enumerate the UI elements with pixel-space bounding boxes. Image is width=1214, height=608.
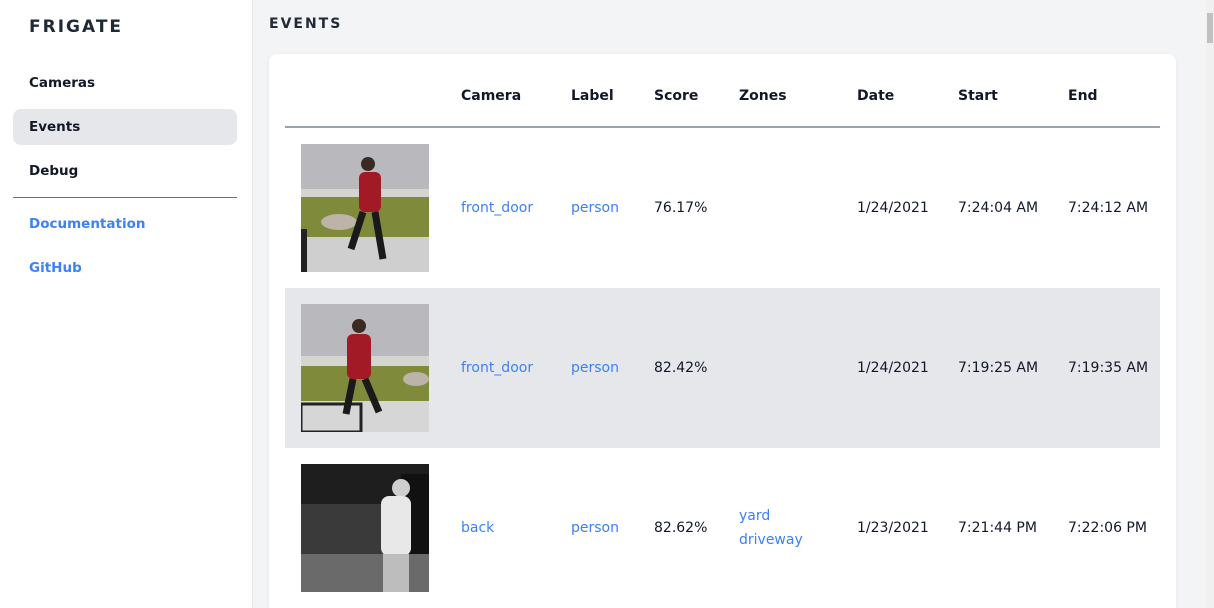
header-zones: Zones [739, 88, 787, 104]
table-row[interactable]: front_door person 76.17% 1/24/2021 7:24:… [285, 128, 1160, 288]
header-score: Score [654, 88, 699, 104]
score: 76.17% [654, 200, 708, 216]
camera-link[interactable]: front_door [461, 360, 534, 376]
date: 1/23/2021 [857, 520, 929, 536]
vertical-scrollbar[interactable] [1206, 0, 1214, 608]
brand-logo: FRIGATE [29, 17, 124, 37]
start-time: 7:21:44 PM [958, 520, 1037, 536]
date: 1/24/2021 [857, 360, 929, 376]
event-thumbnail[interactable] [301, 304, 429, 432]
camera-link[interactable]: back [461, 520, 495, 536]
zone-link[interactable]: driveway [739, 532, 803, 548]
score: 82.42% [654, 360, 708, 376]
label-link[interactable]: person [571, 200, 619, 216]
zone-link[interactable]: yard [739, 508, 771, 524]
page-title: EVENTS [269, 16, 343, 32]
header-divider [285, 126, 1160, 128]
table-row[interactable]: front_door person 82.42% 1/24/2021 7:19:… [285, 288, 1160, 448]
score: 82.62% [654, 520, 708, 536]
sidebar-item-cameras[interactable]: Cameras [29, 75, 96, 91]
camera-link[interactable]: front_door [461, 200, 534, 216]
sidebar-item-events[interactable]: Events [13, 109, 237, 145]
end-time: 7:24:12 AM [1068, 200, 1149, 216]
header-end: End [1068, 88, 1098, 104]
sidebar-link-github[interactable]: GitHub [29, 260, 82, 276]
sidebar: FRIGATE Cameras Events Debug Documentati… [0, 0, 253, 608]
label-link[interactable]: person [571, 520, 619, 536]
sidebar-link-documentation[interactable]: Documentation [29, 216, 146, 232]
date: 1/24/2021 [857, 200, 929, 216]
sidebar-item-debug[interactable]: Debug [29, 163, 79, 179]
header-start: Start [958, 88, 998, 104]
event-thumbnail[interactable] [301, 464, 429, 592]
header-label: Label [571, 88, 614, 104]
zones: yard driveway [739, 448, 803, 608]
table-row[interactable]: back person 82.62% yard driveway 1/23/20… [285, 448, 1160, 608]
start-time: 7:24:04 AM [958, 200, 1039, 216]
sidebar-divider [13, 197, 237, 198]
label-link[interactable]: person [571, 360, 619, 376]
header-date: Date [857, 88, 895, 104]
event-thumbnail[interactable] [301, 144, 429, 272]
end-time: 7:22:06 PM [1068, 520, 1147, 536]
start-time: 7:19:25 AM [958, 360, 1039, 376]
scrollbar-thumb[interactable] [1207, 13, 1213, 43]
end-time: 7:19:35 AM [1068, 360, 1149, 376]
header-camera: Camera [461, 88, 522, 104]
